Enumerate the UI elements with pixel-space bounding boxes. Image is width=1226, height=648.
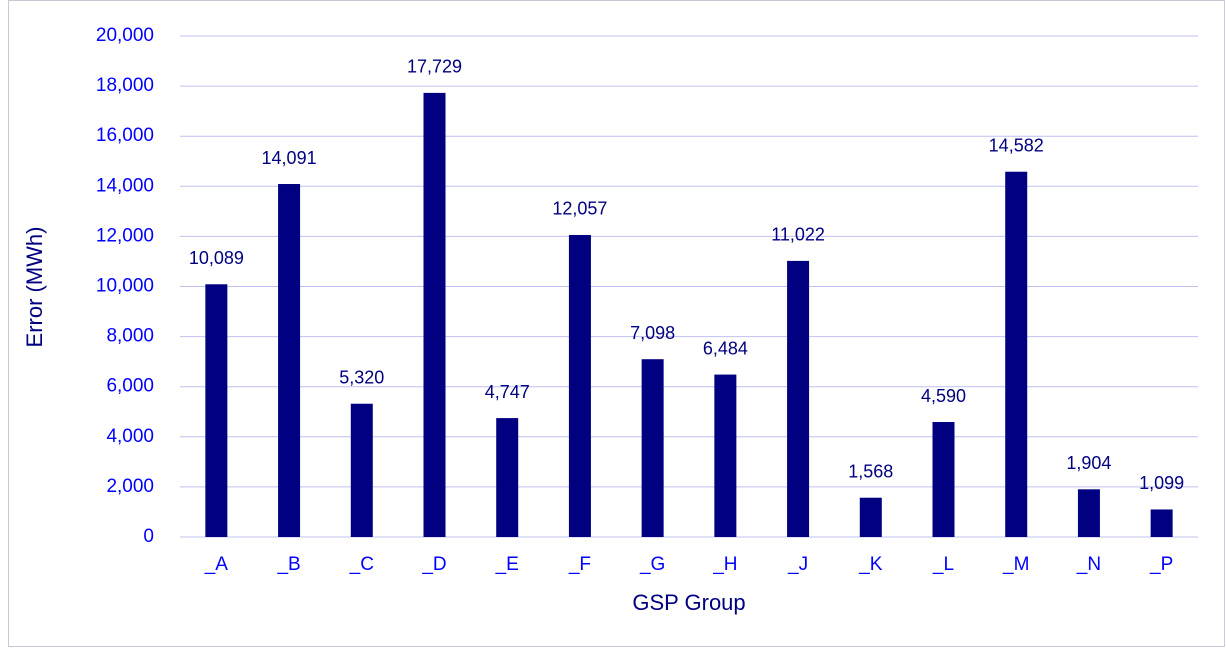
- bar: [278, 184, 301, 537]
- value-label: 1,568: [848, 461, 893, 481]
- bar: [1005, 171, 1028, 538]
- y-tick-label: 0: [143, 526, 154, 547]
- x-tick-label: _E: [495, 554, 519, 575]
- x-tick-label: _P: [1149, 554, 1173, 575]
- x-axis-title: GSP Group: [632, 590, 745, 615]
- x-tick-label: _K: [858, 554, 883, 575]
- value-label: 1,904: [1066, 453, 1111, 473]
- value-label: 4,590: [921, 386, 966, 406]
- y-tick-label: 14,000: [96, 175, 154, 196]
- y-tick-label: 4,000: [106, 426, 154, 447]
- x-tick-label: _F: [568, 554, 591, 575]
- bar: [787, 260, 810, 537]
- value-label: 7,098: [630, 323, 675, 343]
- y-tick-label: 16,000: [96, 125, 154, 146]
- bar: [859, 497, 882, 537]
- chart-border: [8, 0, 1225, 647]
- x-tick-label: _L: [932, 554, 954, 575]
- y-axis-title: Error (MWh): [22, 227, 47, 348]
- bar: [932, 422, 955, 537]
- y-tick-label: 8,000: [106, 326, 154, 347]
- bar: [568, 234, 591, 537]
- x-tick-label: _N: [1076, 554, 1101, 575]
- y-tick-label: 12,000: [96, 225, 154, 246]
- x-tick-label: _C: [349, 554, 374, 575]
- x-tick-label: _H: [712, 554, 737, 575]
- value-label: 10,089: [189, 248, 244, 268]
- bar: [714, 374, 737, 537]
- y-tick-label: 2,000: [106, 476, 154, 497]
- value-label: 6,484: [703, 338, 748, 358]
- x-tick-label: _J: [787, 554, 808, 575]
- value-label: 5,320: [339, 367, 384, 387]
- value-label: 1,099: [1139, 473, 1184, 493]
- x-tick-label: _D: [421, 554, 446, 575]
- bar: [1077, 489, 1100, 537]
- bar: [641, 359, 664, 537]
- bar: [350, 403, 373, 537]
- value-label: 12,057: [552, 199, 607, 219]
- y-tick-label: 6,000: [106, 376, 154, 397]
- y-tick-label: 10,000: [96, 276, 154, 297]
- bar: [1150, 509, 1173, 537]
- value-label: 14,091: [262, 148, 317, 168]
- x-tick-label: _B: [276, 554, 300, 575]
- bar: [423, 92, 446, 537]
- x-tick-label: _M: [1002, 554, 1029, 575]
- x-tick-label: _A: [204, 554, 229, 575]
- value-label: 14,582: [989, 135, 1044, 155]
- y-tick-label: 20,000: [96, 25, 154, 46]
- y-tick-label: 18,000: [96, 75, 154, 96]
- value-label: 11,022: [771, 225, 825, 245]
- bar: [496, 418, 519, 537]
- bar: [205, 284, 228, 537]
- x-tick-label: _G: [639, 554, 665, 575]
- value-label: 17,729: [407, 57, 462, 77]
- value-label: 4,747: [485, 382, 530, 402]
